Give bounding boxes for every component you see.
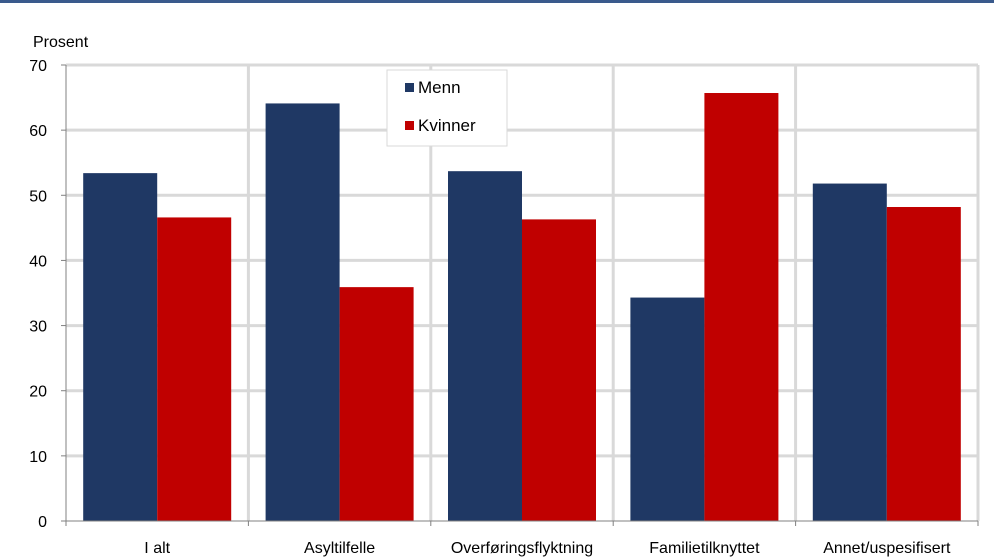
bar-menn-overf-ringsflyktning <box>448 171 522 521</box>
bar-layer <box>83 93 961 522</box>
x-tick-label: Annet/uspesifisert <box>823 540 951 557</box>
x-tick-label: Overføringsflyktning <box>451 540 593 557</box>
legend-label-kvinner: Kvinner <box>418 116 476 135</box>
x-tick-label: I alt <box>144 540 170 557</box>
bar-menn-asyltilfelle <box>265 103 340 521</box>
y-tick-label: 20 <box>29 384 47 401</box>
legend: Menn Kvinner <box>386 69 508 147</box>
y-tick-label: 10 <box>29 449 47 466</box>
legend-swatch-menn <box>405 83 414 92</box>
x-tick-label: Asyltilfelle <box>304 540 375 557</box>
y-tick-label: 40 <box>29 253 47 270</box>
top-rule <box>0 0 994 3</box>
bar-menn-i-alt <box>83 173 158 521</box>
bar-kvinner-asyltilfelle <box>339 287 414 521</box>
bar-menn-familietilknyttet <box>630 297 705 521</box>
y-tick-label: 30 <box>29 319 47 336</box>
bar-kvinner-overf-ringsflyktning <box>522 219 596 522</box>
y-tick-label: 60 <box>29 123 47 140</box>
bar-kvinner-annet-uspesifisert <box>886 207 961 522</box>
legend-label-menn: Menn <box>418 78 461 97</box>
legend-box <box>386 69 508 147</box>
y-axis-title: Prosent <box>33 34 89 51</box>
bar-menn-annet-uspesifisert <box>812 183 887 521</box>
bar-kvinner-familietilknyttet <box>704 93 779 522</box>
y-tick-label: 50 <box>29 188 47 205</box>
legend-swatch-kvinner <box>405 121 414 130</box>
y-tick-label: 70 <box>29 58 47 75</box>
axis-layer: 0 10 20 30 40 50 60 70 I alt Asyltilfelle Overføri… <box>29 58 979 557</box>
bar-kvinner-i-alt <box>157 217 232 522</box>
x-tick-label: Familietilknyttet <box>649 540 760 557</box>
y-tick-label: 0 <box>38 514 47 531</box>
